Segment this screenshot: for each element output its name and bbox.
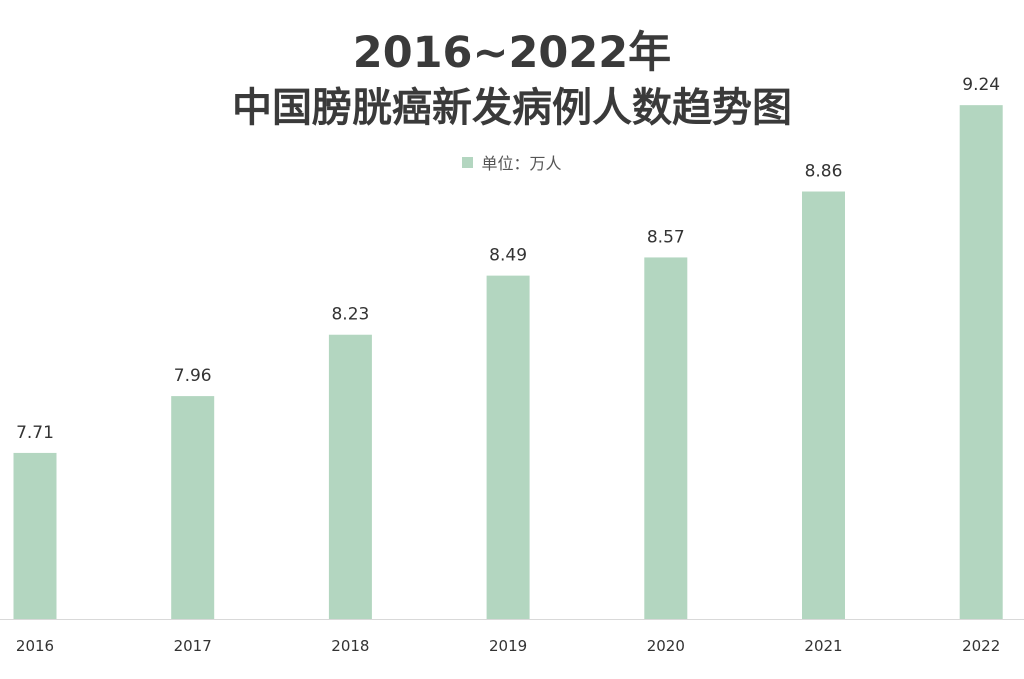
bar-2020 xyxy=(644,257,688,619)
value-label-2016: 7.71 xyxy=(16,423,54,443)
x-tick-label-2020: 2020 xyxy=(647,637,685,655)
bar-2022 xyxy=(959,105,1003,619)
bar-2019 xyxy=(486,275,530,619)
value-label-2019: 8.49 xyxy=(489,246,527,266)
bar-2021 xyxy=(802,191,845,619)
bar-2018 xyxy=(328,334,372,619)
value-label-2022: 9.24 xyxy=(962,75,1000,95)
x-tick-label-2022: 2022 xyxy=(962,637,1000,655)
value-label-2020: 8.57 xyxy=(647,227,685,247)
value-label-2021: 8.86 xyxy=(805,162,843,182)
x-tick-label-2017: 2017 xyxy=(174,637,212,655)
legend-label: 单位：万人 xyxy=(481,154,562,173)
legend-swatch xyxy=(462,156,474,168)
bar-2016 xyxy=(13,452,57,619)
bar-2017 xyxy=(171,396,215,619)
x-tick-label-2019: 2019 xyxy=(489,637,527,655)
chart-legend: 单位：万人 xyxy=(0,150,1024,174)
x-tick-label-2021: 2021 xyxy=(804,637,842,655)
x-tick-label-2018: 2018 xyxy=(331,637,369,655)
value-label-2017: 7.96 xyxy=(174,366,212,386)
value-label-2018: 8.23 xyxy=(331,305,369,325)
chart-title-line-2: 中国膀胱癌新发病例人数趋势图 xyxy=(232,85,792,131)
x-tick-label-2016: 2016 xyxy=(16,637,54,655)
chart-title-line-1: 2016~2022年 xyxy=(352,28,672,78)
